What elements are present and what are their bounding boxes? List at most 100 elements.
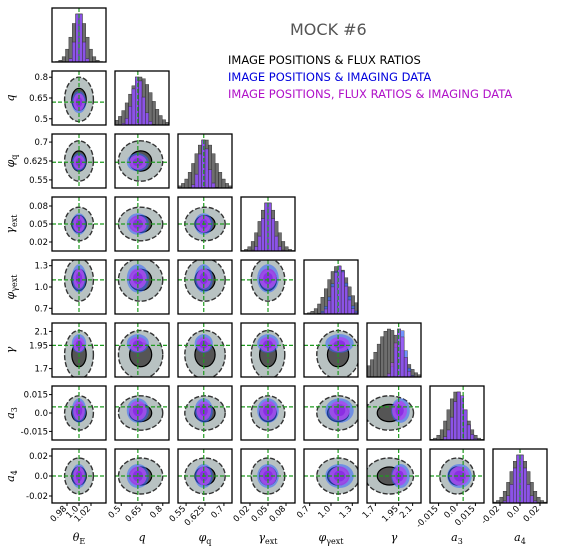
panel-frame-φ_q-vs-γ [177, 322, 233, 378]
y-axis-label-φ_γext: φγext [4, 274, 19, 300]
panel-frame-γ_ext-vs-γ [240, 322, 296, 378]
hist-bar-q-2 [124, 118, 129, 126]
hist-bar-φ_q-0 [214, 163, 219, 189]
x-tick-label-q-0: 0.5 [107, 504, 124, 521]
hist-bar-q-0 [151, 101, 156, 126]
panel-frame-φ_q-vs-γ_ext [177, 196, 233, 252]
y-tick-label-γ-1: 1.95 [29, 341, 48, 351]
x-axis-label-q: q [138, 531, 145, 544]
x-tick-label-q-1: 0.65 [124, 504, 144, 524]
chart-title: MOCK #6 [290, 20, 367, 39]
contour-68-combined-φ_γext-vs-γ [333, 340, 346, 349]
contour-68-combined-q-vs-φ_q [132, 158, 143, 167]
panel-frame-γ_ext-vs-γ_ext [240, 196, 296, 252]
contour-68-combined-a_3-vs-a_4 [453, 470, 465, 482]
hist-bar-a_4-2 [513, 467, 517, 504]
panel-frame-γ_ext-vs-φ_γext [240, 259, 296, 315]
hist-bar-γ-2 [390, 362, 395, 378]
y-tick-label-φ_q-1: 0.625 [24, 157, 48, 167]
hist-bar-γ_ext-2 [257, 235, 262, 252]
hist-bar-q-2 [141, 96, 146, 126]
y-axis-label-φ_q: φq [4, 155, 19, 168]
hist-bar-φ_q-2 [204, 148, 209, 189]
hist-bar-φ_γext-0 [313, 308, 318, 315]
hist-bar-γ_ext-2 [274, 235, 279, 252]
hist-bar-φ_q-0 [221, 178, 226, 189]
hist-bar-φ_γext-2 [351, 308, 355, 315]
hist-bar-q-0 [118, 116, 122, 126]
x-tick-label-φ_γext-1: 1.0 [316, 504, 333, 521]
hist-bar-γ-2 [400, 336, 405, 378]
hist-bar-θ_E-0 [92, 56, 97, 63]
hist-bar-a_3-2 [453, 401, 458, 441]
y-tick-label-a_4-1: 0.0 [34, 472, 48, 482]
hist-bar-γ-0 [376, 343, 381, 378]
hist-bar-q-0 [148, 92, 153, 126]
x-axis-label-γ: γ [391, 531, 398, 544]
hist-bar-φ_γext-2 [327, 300, 332, 315]
y-axis-label-q: q [4, 94, 17, 101]
panel-frame-θ_E-vs-θ_E [51, 7, 107, 63]
y-axis-label-γ: γ [4, 346, 17, 353]
hist-bar-γ_ext-2 [261, 218, 265, 252]
x-axis-label-γ_ext: γext [258, 531, 278, 546]
panel-frame-q-vs-γ_ext [114, 196, 170, 252]
hist-bar-γ-0 [380, 336, 385, 378]
x-tick-label-γ-0: 1.7 [361, 504, 378, 521]
hist-bar-θ_E-0 [65, 48, 70, 63]
hist-bar-φ_q-2 [198, 153, 202, 189]
hist-bar-θ_E-0 [61, 56, 66, 63]
y-tick-label-q-2: 0.8 [34, 73, 48, 83]
x-axis-label-a_4: a4 [514, 531, 526, 546]
hist-bar-q-0 [158, 115, 163, 126]
hist-bar-φ_q-2 [208, 169, 212, 189]
legend-entry-combined: IMAGE POSITIONS, FLUX RATIOS & IMAGING D… [228, 87, 513, 101]
x-tick-label-a_4-0: -0.02 [479, 504, 502, 527]
hist-bar-q-0 [155, 109, 160, 126]
hist-bar-γ_ext-2 [271, 218, 275, 252]
x-tick-label-γ_ext-2: 0.08 [268, 504, 288, 524]
hist-bar-θ_E-0 [68, 36, 73, 63]
panel-frame-φ_q-vs-a_3 [177, 385, 233, 441]
x-tick-label-γ-2: 2.1 [398, 504, 415, 521]
x-tick-label-a_4-1: 0.0 [505, 504, 522, 521]
hist-bar-q-0 [162, 119, 166, 126]
y-tick-label-φ_γext-1: 1.0 [34, 283, 48, 293]
hist-bar-a_3-2 [446, 429, 451, 441]
x-tick-label-a_4-2: 0.02 [522, 504, 542, 524]
panel-frame-γ-vs-a_4 [366, 448, 422, 504]
x-axis-label-φ_γext: φγext [319, 531, 345, 546]
panel-frame-φ_q-vs-φ_q [177, 133, 233, 189]
hist-bar-a_3-0 [439, 429, 444, 441]
hist-bar-γ-2 [407, 371, 412, 378]
hist-bar-φ_γext-2 [334, 272, 338, 315]
hist-bar-a_3-2 [450, 416, 454, 441]
y-tick-label-q-1: 0.65 [29, 94, 48, 104]
hist-bar-a_4-2 [526, 484, 531, 504]
y-tick-label-γ_ext-2: 0.08 [29, 202, 48, 212]
panel-frame-φ_γext-vs-φ_γext [303, 259, 359, 315]
legend-entry-imaging-data: IMAGE POSITIONS & IMAGING DATA [228, 70, 432, 84]
panel-frame-q-vs-φ_q [114, 133, 170, 189]
panel-frame-q-vs-a_3 [114, 385, 170, 441]
hist-bar-φ_q-0 [211, 153, 216, 189]
hist-bar-φ_γext-2 [340, 271, 345, 315]
hist-bar-q-2 [128, 106, 133, 126]
hist-bar-φ_q-0 [181, 183, 185, 189]
hist-bar-φ_γext-2 [324, 308, 328, 315]
y-tick-label-a_4-0: -0.02 [26, 492, 48, 502]
contour-68-combined-φ_γext-vs-a_3 [333, 405, 346, 417]
hist-bar-γ-2 [393, 342, 398, 378]
x-tick-label-φ_γext-2: 1.3 [338, 504, 355, 521]
hist-bar-θ_E-2 [82, 41, 86, 63]
x-tick-label-γ_ext-0: 0.02 [232, 504, 252, 524]
hist-bar-φ_q-0 [225, 183, 229, 189]
y-tick-label-a_4-2: 0.02 [29, 452, 48, 462]
panel-frame-φ_γext-vs-a_3 [303, 385, 359, 441]
y-tick-label-φ_γext-2: 1.3 [34, 262, 48, 272]
hist-bar-a_4-2 [523, 467, 527, 504]
panel-frame-q-vs-φ_γext [114, 259, 170, 315]
y-tick-label-γ-2: 2.1 [34, 327, 48, 337]
hist-bar-γ_ext-2 [254, 246, 259, 252]
legend-entry-flux-ratios: IMAGE POSITIONS & FLUX RATIOS [228, 53, 421, 67]
